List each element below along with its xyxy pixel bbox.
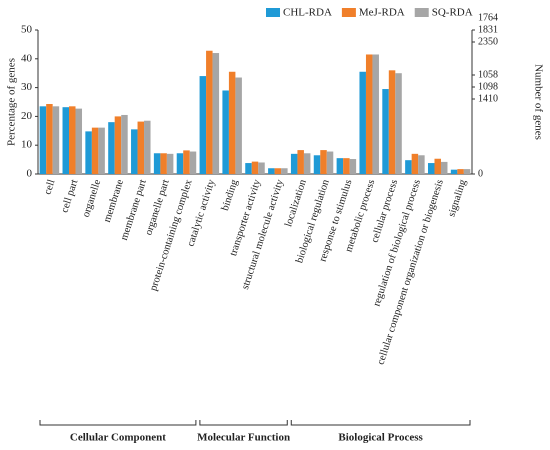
y-tick-label: 40 — [21, 52, 33, 64]
bar — [69, 106, 76, 174]
bar — [251, 161, 259, 174]
bar — [365, 54, 373, 175]
group-label: Biological Process — [338, 432, 423, 444]
bar — [372, 54, 379, 175]
bar — [395, 73, 402, 174]
bar — [98, 127, 105, 174]
bar — [212, 53, 220, 174]
bar — [144, 120, 151, 174]
group-bracket — [199, 420, 288, 426]
bar — [457, 169, 464, 174]
y2-tick-label: 1764 — [478, 12, 498, 23]
y2-tick-label: 2350 — [478, 36, 498, 47]
bar — [336, 158, 344, 174]
bar — [75, 108, 83, 174]
x-tick-label: signaling — [446, 178, 469, 219]
group-bracket — [290, 420, 471, 426]
y-tick-label: 10 — [21, 139, 33, 151]
x-tick-label: cell part — [59, 178, 80, 214]
bar — [450, 169, 458, 174]
bar — [297, 150, 304, 174]
legend-swatch — [414, 8, 429, 17]
bar — [382, 89, 389, 174]
bar — [427, 163, 435, 174]
bar — [206, 50, 213, 174]
bar — [463, 169, 471, 174]
bar — [326, 151, 334, 174]
bar — [160, 153, 167, 174]
bar — [258, 162, 265, 174]
x-tick-label: localization — [283, 178, 309, 229]
bar — [39, 106, 47, 174]
y-tick-label: 0 — [27, 168, 33, 180]
bar — [405, 160, 412, 174]
y2-tick-label: 0 — [478, 168, 483, 179]
bar — [290, 153, 298, 174]
y-tick-label: 50 — [21, 24, 33, 36]
bar — [235, 77, 242, 174]
y2-tick-label: 1410 — [478, 93, 498, 104]
bar — [189, 151, 197, 174]
bar — [52, 106, 60, 174]
bar — [303, 153, 311, 174]
x-tick-label: membrane — [102, 178, 126, 224]
bar — [153, 153, 161, 174]
bar — [313, 155, 321, 174]
legend-swatch — [341, 8, 356, 17]
bar — [434, 158, 441, 174]
bar — [108, 122, 115, 174]
bar — [281, 168, 288, 174]
x-tick-label: cell — [42, 178, 57, 196]
group-label: Molecular Function — [197, 432, 290, 444]
bar — [245, 163, 252, 174]
bar — [91, 127, 99, 174]
y-axis-label: Percentage of genes — [6, 58, 18, 146]
bar — [121, 114, 128, 174]
y2-tick-label: 1058 — [478, 69, 498, 80]
bar — [411, 153, 419, 174]
bar — [320, 150, 327, 174]
bar — [274, 168, 282, 174]
bar — [131, 129, 138, 174]
bar — [114, 116, 122, 174]
bar — [268, 168, 275, 174]
legend-label: CHL-RDA — [283, 7, 332, 19]
bar — [228, 71, 236, 174]
bar — [440, 161, 448, 174]
y2-tick-label: 1098 — [478, 81, 498, 92]
y2-tick-label: 1831 — [478, 24, 498, 35]
group-bracket — [39, 420, 197, 426]
bar — [349, 159, 357, 174]
y-tick-label: 30 — [21, 81, 33, 93]
y2-axis-label: Number of genes — [532, 64, 544, 140]
y-tick-label: 20 — [21, 110, 33, 122]
group-label: Cellular Component — [70, 432, 166, 444]
bar — [85, 131, 92, 174]
legend-label: MeJ-RDA — [359, 7, 405, 19]
x-tick-label: binding — [220, 178, 241, 213]
bar — [183, 150, 190, 174]
bar — [62, 107, 70, 174]
bar — [418, 155, 425, 174]
bar — [343, 158, 350, 174]
bar — [388, 70, 396, 174]
legend-label: SQ-RDA — [432, 7, 473, 19]
legend-swatch — [266, 8, 280, 17]
bar — [137, 121, 145, 174]
bar — [176, 153, 184, 174]
bar — [222, 90, 229, 174]
bar — [46, 104, 53, 174]
bar — [166, 153, 174, 174]
bar — [359, 71, 366, 174]
bar — [199, 76, 207, 174]
x-tick-label: organelle — [81, 178, 104, 219]
